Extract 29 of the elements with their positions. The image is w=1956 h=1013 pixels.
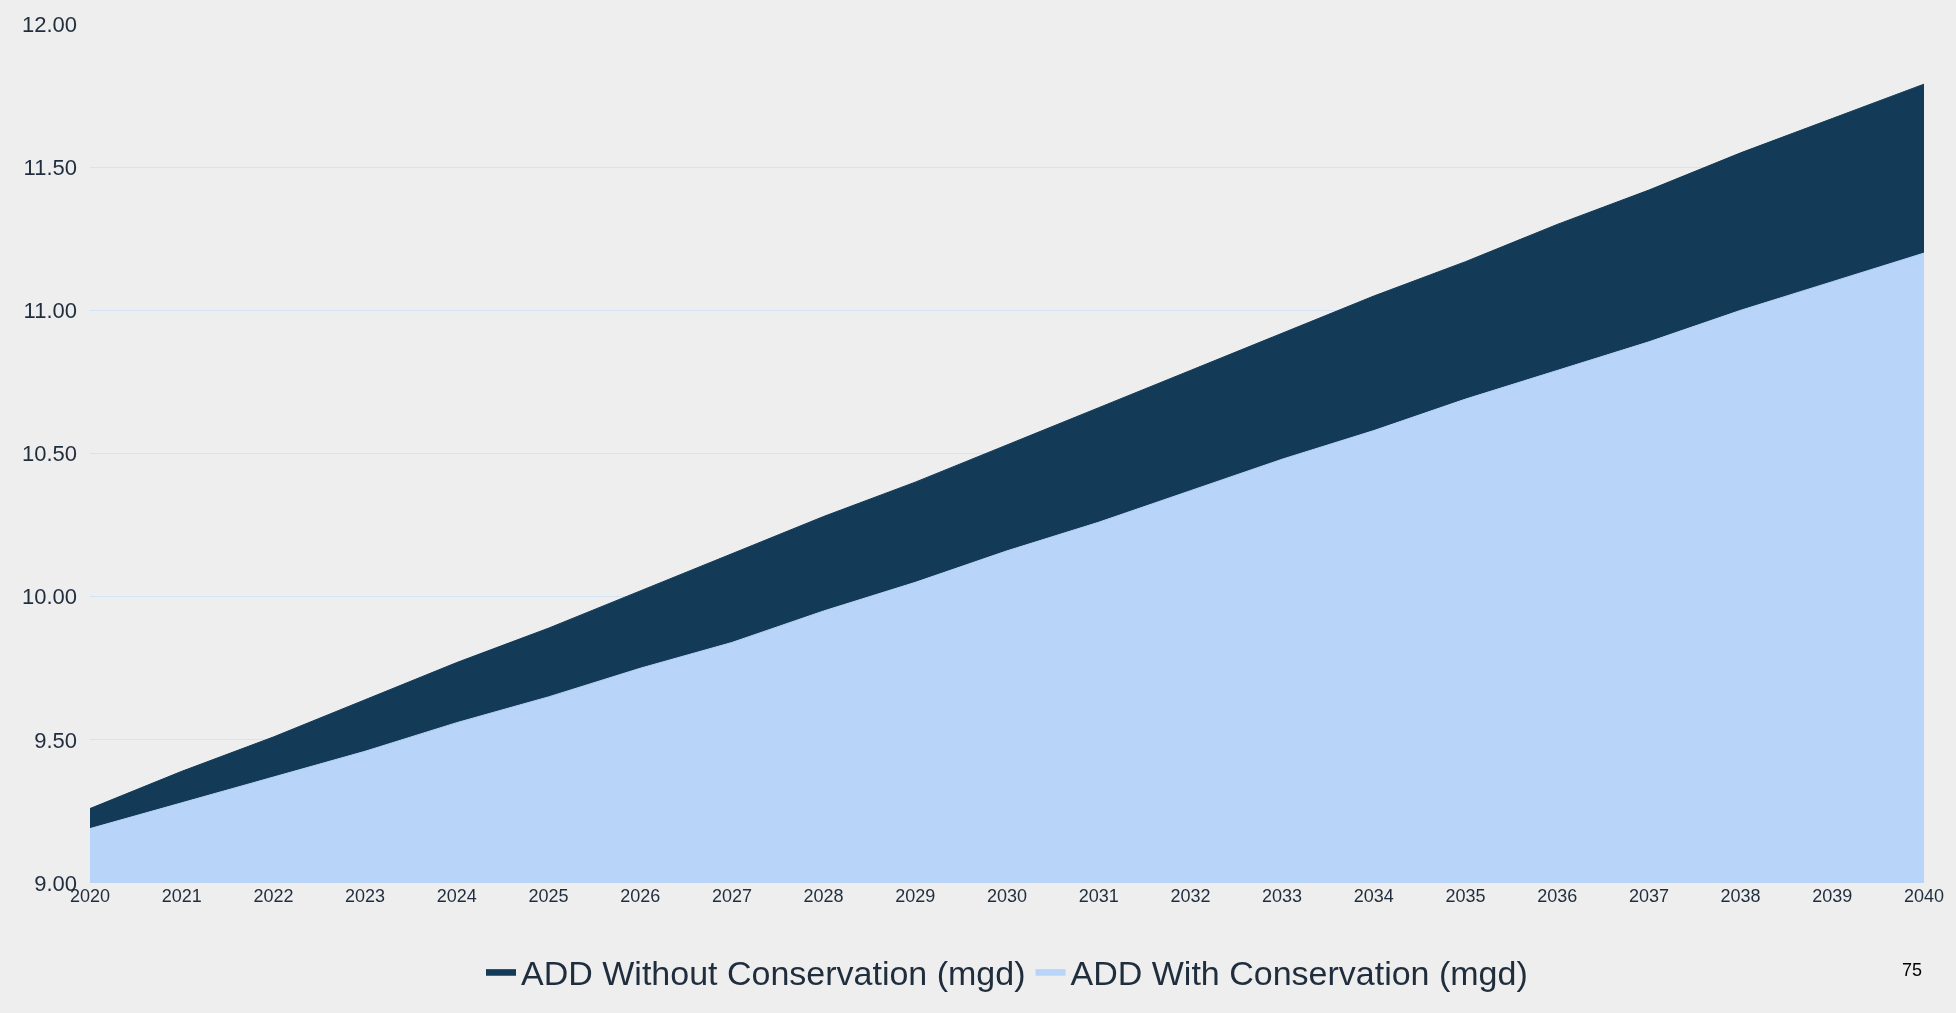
x-tick-label: 2038 <box>1720 886 1761 906</box>
x-tick-label: 2036 <box>1537 886 1578 906</box>
y-tick-label: 12.00 <box>21 11 77 37</box>
x-tick-label: 2022 <box>253 886 294 906</box>
y-tick-label: 10.50 <box>21 441 77 467</box>
x-tick-label: 2039 <box>1812 886 1853 906</box>
x-tick-label: 2026 <box>620 886 661 906</box>
x-tick-label: 2033 <box>1262 886 1303 906</box>
x-tick-label: 2028 <box>803 886 844 906</box>
x-tick-label: 2021 <box>161 886 202 906</box>
x-tick-label: 2024 <box>436 886 477 906</box>
y-tick-label: 11.50 <box>23 154 77 180</box>
x-tick-label: 2037 <box>1628 886 1669 906</box>
x-tick-label: 2040 <box>1903 886 1945 906</box>
x-tick-label: 2031 <box>1078 886 1119 906</box>
x-tick-label: 2027 <box>711 886 752 906</box>
x-tick-label: 2032 <box>1170 886 1211 906</box>
legend-label: ADD Without Conservation (mgd) <box>521 953 1026 992</box>
x-tick-label: 2030 <box>986 886 1028 906</box>
y-tick-label: 9.50 <box>34 727 77 753</box>
y-tick-label: 10.00 <box>21 584 77 610</box>
y-tick-label: 11.00 <box>23 298 77 324</box>
x-tick-label: 2029 <box>895 886 936 906</box>
x-tick-label: 2023 <box>345 886 386 906</box>
x-tick-label: 2034 <box>1353 886 1394 906</box>
x-tick-label: 2025 <box>528 886 569 906</box>
x-tick-label: 2035 <box>1445 886 1486 906</box>
legend-label: ADD With Conservation (mgd) <box>1070 953 1528 992</box>
text: 75 <box>1902 960 1923 980</box>
